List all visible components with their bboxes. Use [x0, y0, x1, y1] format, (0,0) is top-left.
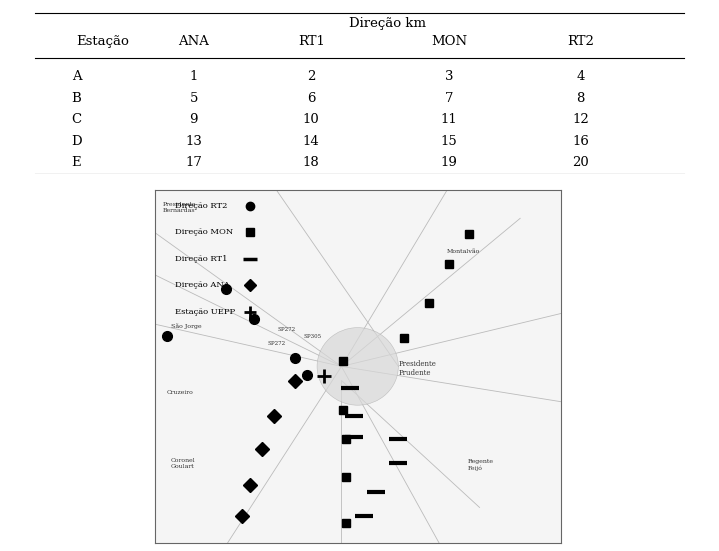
Text: Estação UEPP: Estação UEPP	[175, 308, 235, 316]
Text: Direção RT2: Direção RT2	[175, 202, 227, 210]
Text: 11: 11	[441, 114, 457, 126]
Text: 15: 15	[441, 135, 457, 148]
Text: 14: 14	[303, 135, 319, 148]
Text: 17: 17	[186, 156, 202, 169]
Text: Direção MON: Direção MON	[175, 229, 233, 236]
Text: São Jorge: São Jorge	[171, 323, 201, 329]
Text: 12: 12	[572, 114, 589, 126]
Text: 13: 13	[186, 135, 202, 148]
Text: Presidente
Bernardas: Presidente Bernardas	[162, 202, 196, 213]
Text: Direção RT1: Direção RT1	[175, 255, 227, 263]
Text: 1: 1	[190, 71, 198, 83]
Text: RT2: RT2	[567, 35, 594, 48]
Text: Direção km: Direção km	[349, 17, 426, 30]
Text: Montalvão: Montalvão	[447, 249, 480, 255]
Text: Coronel
Goulart: Coronel Goulart	[171, 458, 196, 469]
Text: 3: 3	[445, 71, 454, 83]
Text: B: B	[72, 92, 81, 105]
Text: 6: 6	[307, 92, 316, 105]
Text: SP272: SP272	[278, 327, 296, 332]
Text: 10: 10	[303, 114, 319, 126]
Text: 8: 8	[576, 92, 585, 105]
Text: 16: 16	[572, 135, 589, 148]
Ellipse shape	[317, 328, 398, 405]
Text: D: D	[71, 135, 82, 148]
Text: Direção ANA: Direção ANA	[175, 282, 229, 289]
Text: A: A	[72, 71, 81, 83]
Text: SP305: SP305	[304, 334, 322, 339]
Text: 9: 9	[190, 114, 198, 126]
Text: Presidente
Prudente: Presidente Prudente	[398, 360, 436, 377]
Text: 5: 5	[190, 92, 198, 105]
Text: SP272: SP272	[267, 341, 285, 346]
Text: Cruzeiro: Cruzeiro	[167, 390, 193, 396]
Text: MON: MON	[431, 35, 467, 48]
Text: RT1: RT1	[298, 35, 324, 48]
Text: C: C	[71, 114, 81, 126]
Text: 20: 20	[572, 156, 589, 169]
Text: 4: 4	[576, 71, 585, 83]
Text: 18: 18	[303, 156, 319, 169]
Text: 2: 2	[307, 71, 316, 83]
Text: ANA: ANA	[178, 35, 209, 48]
Text: 7: 7	[445, 92, 454, 105]
Text: 19: 19	[441, 156, 458, 169]
Text: Regente
Feijó: Regente Feijó	[467, 460, 493, 471]
Text: E: E	[72, 156, 81, 169]
Text: Estação: Estação	[76, 35, 129, 48]
